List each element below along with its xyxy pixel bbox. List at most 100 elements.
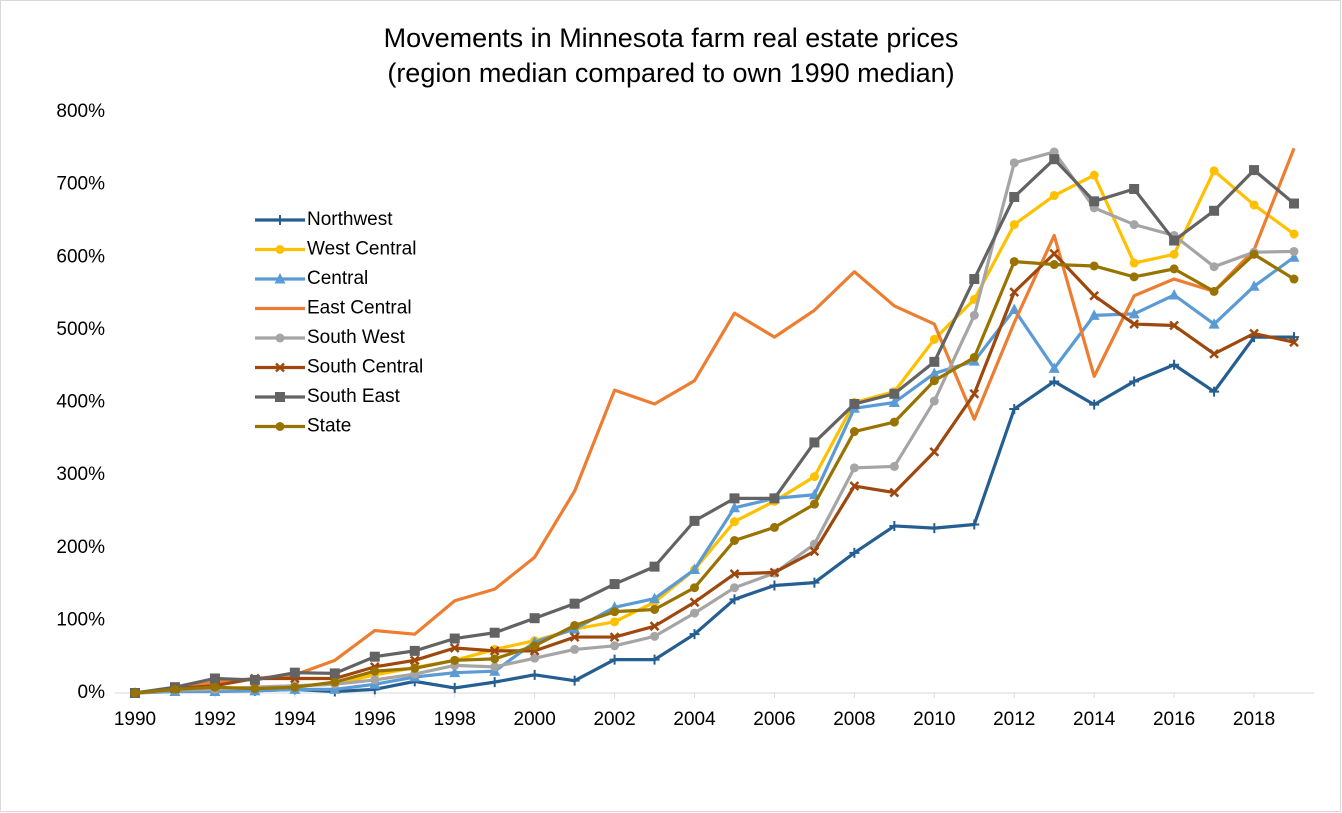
data-point [1009,404,1020,415]
data-point [449,666,461,678]
legend-label: State [307,416,351,437]
data-point [1249,165,1260,176]
data-point [849,427,859,437]
data-point [1289,229,1299,239]
data-point [409,645,420,656]
series-line [134,157,1296,695]
data-point [969,274,980,285]
data-point [250,684,260,694]
data-point [1249,328,1259,339]
data-point [849,547,860,558]
data-point [1209,262,1219,272]
data-point [889,417,899,427]
data-point [570,620,580,630]
data-point [1169,359,1180,370]
data-point [170,684,180,694]
data-point [610,641,620,651]
data-point [769,522,779,532]
data-point [409,655,420,666]
data-point [1049,260,1059,270]
data-point [490,654,500,664]
data-point [689,563,701,575]
legend-label: Northwest [307,209,393,230]
y-tick-label: 500% [56,319,105,340]
data-point [1129,376,1140,387]
data-point [1209,166,1219,176]
data-point [1209,386,1220,397]
data-point [1169,320,1180,331]
data-point [330,677,340,687]
data-point [809,472,819,482]
series-line [134,335,1295,695]
x-tick-label: 1994 [274,709,317,730]
data-point [449,682,460,693]
x-tick-label: 1992 [194,709,236,730]
data-point [1169,264,1179,274]
data-point [769,567,780,578]
data-point [929,523,940,534]
x-tick-label: 2000 [514,709,556,730]
data-point [1009,287,1020,297]
data-point [849,481,860,491]
data-point [1089,290,1100,301]
data-point [1089,170,1099,180]
data-point [449,633,460,644]
series-line [134,255,1295,695]
data-point [290,682,300,692]
data-point [609,579,620,590]
data-point [1288,251,1300,262]
data-point [1289,198,1300,209]
data-point [210,682,220,692]
data-point [1289,274,1299,284]
data-point [689,629,700,640]
data-point [649,621,660,632]
data-point [609,632,620,642]
data-point [569,632,580,642]
data-point [690,608,700,618]
data-point [729,583,739,593]
data-point [1209,205,1220,216]
data-point [729,569,740,579]
data-point [410,663,420,673]
data-point [1129,183,1140,194]
data-point [489,645,500,656]
data-point [1008,303,1020,315]
data-point [1088,309,1100,320]
data-point [610,607,620,617]
data-point [610,617,620,627]
data-point [530,653,540,663]
legend-marker [275,362,285,373]
data-point [489,677,500,688]
data-point [1049,154,1060,165]
data-point [570,644,580,654]
data-point [1129,319,1140,329]
data-point [1129,272,1139,282]
legend-label: Central [307,268,368,289]
data-point [928,367,940,378]
data-point [769,580,780,591]
chart-title: (region median compared to own 1990 medi… [387,58,954,88]
data-point [729,493,740,504]
series-line [134,252,1295,695]
data-point [889,520,900,531]
data-point [1129,220,1139,230]
data-point [1209,286,1219,296]
data-point [888,396,900,407]
data-point [929,447,940,457]
data-point [1128,307,1140,319]
data-point [889,461,899,471]
data-point [969,388,980,399]
y-tick-label: 300% [56,464,105,485]
legend-marker [274,273,286,284]
data-point [649,654,660,665]
data-point [569,598,580,609]
data-point [729,535,739,545]
data-point [489,627,500,638]
x-tick-label: 2014 [1073,709,1116,730]
data-point [849,463,859,473]
data-point [1049,376,1060,387]
data-point [450,655,460,665]
data-point [929,356,940,367]
